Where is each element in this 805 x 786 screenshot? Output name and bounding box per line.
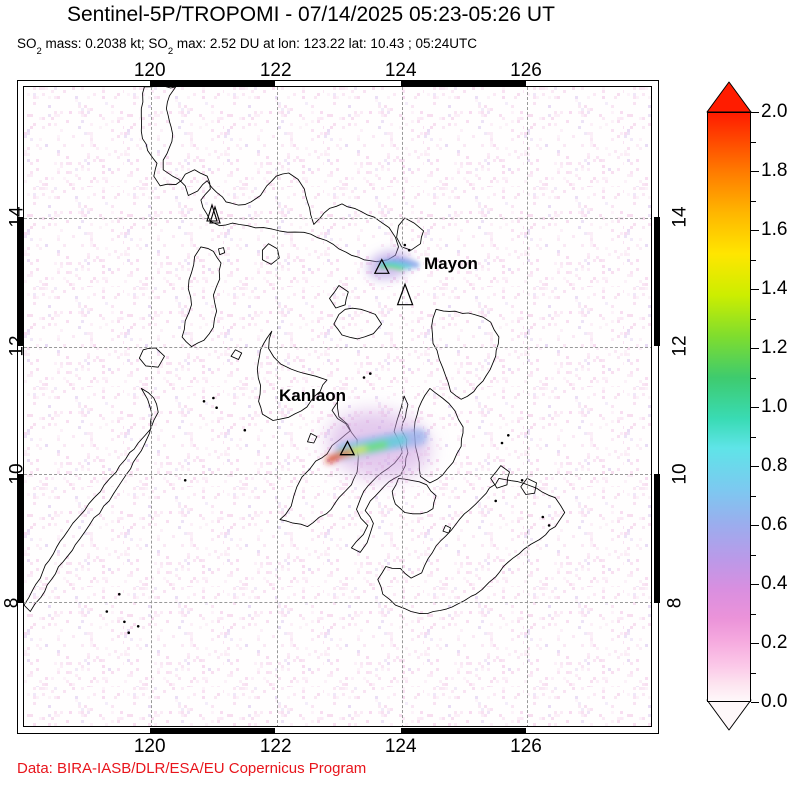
svg-text:Mayon: Mayon [424,254,478,273]
svg-text:Kanlaon: Kanlaon [279,386,346,405]
